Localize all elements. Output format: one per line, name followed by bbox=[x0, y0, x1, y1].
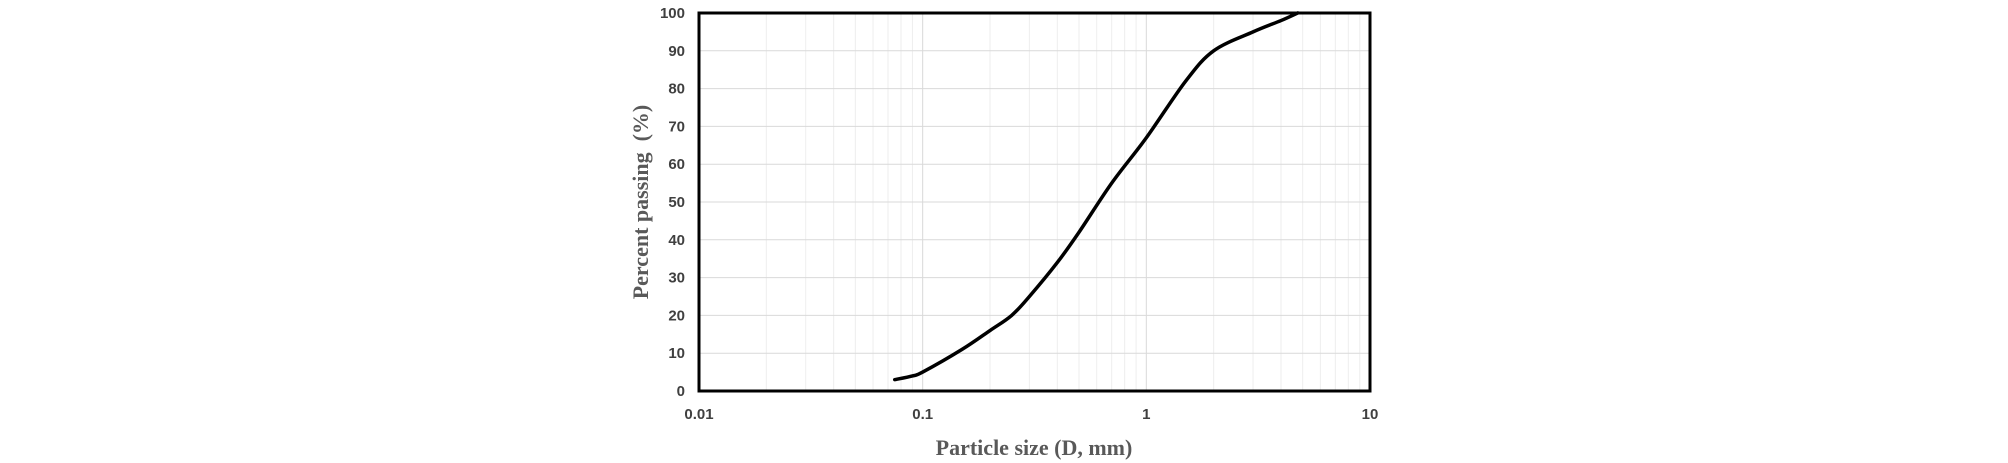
y-tick-label: 40 bbox=[668, 232, 685, 249]
y-tick-label: 70 bbox=[668, 118, 685, 135]
y-tick-label: 60 bbox=[668, 156, 685, 173]
y-tick-label: 90 bbox=[668, 43, 685, 60]
y-tick-label: 0 bbox=[677, 383, 685, 400]
y-tick-label: 10 bbox=[668, 345, 685, 362]
series-line bbox=[892, 11, 1300, 382]
y-tick-label: 80 bbox=[668, 81, 685, 98]
y-axis-ticks: 0 10 20 30 40 50 60 70 80 90 100 bbox=[660, 5, 685, 400]
y-tick-label: 30 bbox=[668, 270, 685, 287]
series-line-group bbox=[892, 11, 1300, 382]
x-tick-label: 0.01 bbox=[684, 406, 713, 423]
x-tick-label: 0.1 bbox=[912, 406, 933, 423]
y-axis-title: Percent passing (%) bbox=[628, 105, 653, 300]
plot-frame bbox=[697, 11, 1372, 393]
y-tick-label: 100 bbox=[660, 5, 685, 22]
x-axis-title: Particle size (D, mm) bbox=[936, 435, 1133, 460]
x-axis-ticks: 0.01 0.1 1 10 bbox=[684, 406, 1378, 423]
y-tick-label: 50 bbox=[668, 194, 685, 211]
x-tick-label: 10 bbox=[1362, 406, 1379, 423]
grid bbox=[698, 12, 1371, 392]
x-tick-label: 1 bbox=[1142, 406, 1150, 423]
y-tick-label: 20 bbox=[668, 307, 685, 324]
